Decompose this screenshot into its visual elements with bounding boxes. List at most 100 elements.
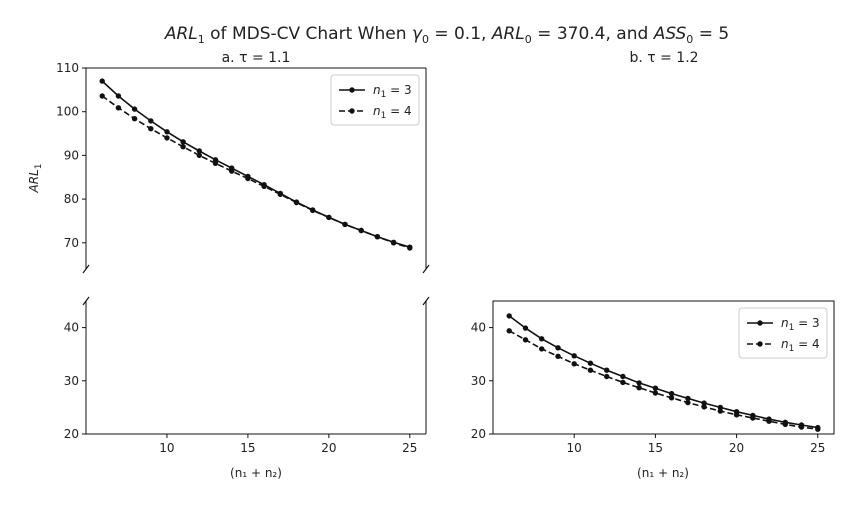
- legend-b-label-2: n1 = 4: [781, 337, 820, 354]
- panel-b-series-1-point: [587, 360, 594, 366]
- panel-b-series-2-point: [652, 390, 659, 396]
- panel-a-series-1-point: [148, 118, 154, 124]
- panel-a-series-2-point: [310, 207, 316, 214]
- panel-b-series-2-point: [733, 412, 740, 418]
- panel-a-series-2-point: [99, 93, 105, 99]
- legend-b-marker-2: [757, 341, 763, 347]
- legend-b: n1 = 3 n1 = 4: [738, 307, 828, 359]
- y-a-lower-tick-label: 30: [64, 374, 79, 388]
- title-gamma-subscript: 0: [422, 33, 429, 46]
- y-a-upper-tick-label: 80: [64, 192, 79, 206]
- axis-break-mark: [82, 264, 90, 274]
- panel-a-series-2-point: [326, 214, 332, 221]
- x-axis-label-a: (n₁ + n₂): [230, 466, 282, 480]
- panel-b-series-2-point: [668, 395, 675, 401]
- axes-frames: [82, 67, 835, 435]
- panel-a-series-line-2: [101, 95, 411, 249]
- panel-a-series-2-point: [164, 135, 170, 141]
- title-ass-symbol: ASS: [653, 24, 687, 44]
- panel-b-series-1-point: [506, 313, 512, 319]
- y-a-upper-tick-label: 90: [64, 148, 79, 162]
- y-a-upper-tick-label: 70: [64, 236, 79, 250]
- legend-a-marker-1: [349, 87, 355, 93]
- panel-b-series-2-point: [587, 367, 594, 373]
- panel-b-series-1-point: [636, 380, 642, 386]
- legend-a: n1 = 3 n1 = 4: [330, 74, 420, 126]
- panel-a-series-2-point: [196, 152, 202, 159]
- legend-a-marker-2: [349, 108, 355, 114]
- legends: n1 = 3 n1 = 4 n1 = 3 n1 = 4: [330, 74, 828, 359]
- panel-b-series-2-point: [766, 418, 772, 424]
- panel-a-series-1-point: [164, 129, 170, 135]
- panel-a-series-2-point: [407, 245, 413, 251]
- title-arl1-symbol: ARL: [164, 24, 198, 44]
- panel-b-series-2-point: [815, 426, 821, 432]
- panel-a-series-2-point: [277, 191, 283, 197]
- y-a-lower-tick-label: 20: [64, 427, 79, 441]
- y-a-upper-tick-label: 110: [56, 61, 79, 75]
- x-a-tick-label: 20: [321, 441, 336, 455]
- panel-b-series-1-point: [620, 373, 626, 380]
- panel-b-series-2-point: [717, 408, 723, 414]
- y-b-tick-label: 40: [471, 321, 486, 335]
- x-b-tick-label: 15: [648, 441, 663, 455]
- panel-a-series-1-point: [99, 78, 105, 84]
- axis-ticks: 70 80 90 100 110 20 30 40 20 30 40 10 15 20 25 10 15 20 25: [56, 61, 825, 455]
- x-b-tick-label: 25: [810, 441, 825, 455]
- panel-a-series-2-point: [358, 227, 364, 234]
- y-b-tick-label: 20: [471, 427, 486, 441]
- panel-b-series-1-point: [555, 345, 561, 351]
- panel-a-series-2-point: [180, 144, 186, 150]
- panel-b-series-2-point: [604, 373, 610, 380]
- panel-b-series-1-point: [685, 395, 691, 402]
- panel-a-series-2-point: [131, 116, 138, 122]
- panel-b-series-1-point: [668, 390, 675, 397]
- x-a-tick-label: 10: [159, 441, 174, 455]
- panel-b-series-2-point: [701, 404, 707, 410]
- panel-a-series-2-point: [374, 234, 381, 240]
- panel-b-series-2-point: [636, 385, 642, 391]
- title-gamma-value: = 0.1,: [429, 24, 492, 44]
- panel-a-series-2-point: [245, 175, 251, 182]
- panel-a-series-1-point: [180, 139, 186, 145]
- panel-b-series-2-point: [798, 424, 805, 430]
- legend-a-label-2: n1 = 4: [373, 104, 412, 121]
- panel-b-series-2-point: [539, 346, 545, 352]
- legend-b-marker-1: [757, 320, 763, 326]
- panel-b-series-2-point: [522, 337, 529, 343]
- panel-b-series-2-point: [506, 328, 512, 334]
- title-gamma-symbol: γ: [412, 24, 423, 44]
- title-arl1-subscript: 1: [198, 33, 205, 46]
- y-a-lower-tick-label: 40: [64, 321, 79, 335]
- title-ass-value: = 5: [693, 24, 729, 44]
- x-b-tick-label: 10: [567, 441, 582, 455]
- title-arl0-value: = 370.4, and: [532, 24, 654, 44]
- title-ass-subscript: 0: [686, 33, 693, 46]
- panel-b-series-1-point: [522, 325, 529, 331]
- panel-a-series-1-point: [196, 148, 202, 154]
- panel-b-series-1-point: [604, 367, 610, 373]
- panel-b-series-2-point: [555, 353, 561, 359]
- axis-break-mark: [82, 296, 90, 306]
- legend-a-label-1: n1 = 3: [373, 83, 412, 100]
- data-series: [99, 78, 821, 432]
- title-text: of MDS-CV Chart When: [205, 24, 412, 44]
- panel-a-series-2-point: [115, 105, 122, 111]
- panel-a-series-2-point: [293, 199, 300, 206]
- frame-b: [492, 300, 835, 435]
- x-axis-label-b: (n₁ + n₂): [637, 466, 689, 480]
- panel-a-series-2-point: [212, 160, 219, 166]
- panel-b-series-2-point: [571, 361, 577, 367]
- title-arl0-symbol: ARL: [491, 24, 525, 44]
- axis-break-mark: [422, 264, 430, 274]
- panel-b-series-line-1: [508, 315, 818, 429]
- y-a-upper-tick-label: 100: [56, 105, 79, 119]
- x-a-tick-label: 15: [240, 441, 255, 455]
- panel-b-series-2-point: [620, 379, 626, 386]
- panel-a-series-2-point: [390, 240, 397, 246]
- panel-b-series-1-point: [652, 385, 659, 391]
- panel-a-series-1-point: [115, 93, 122, 99]
- panel-a-series-2-point: [229, 168, 235, 174]
- panel-a-series-2-point: [342, 221, 348, 228]
